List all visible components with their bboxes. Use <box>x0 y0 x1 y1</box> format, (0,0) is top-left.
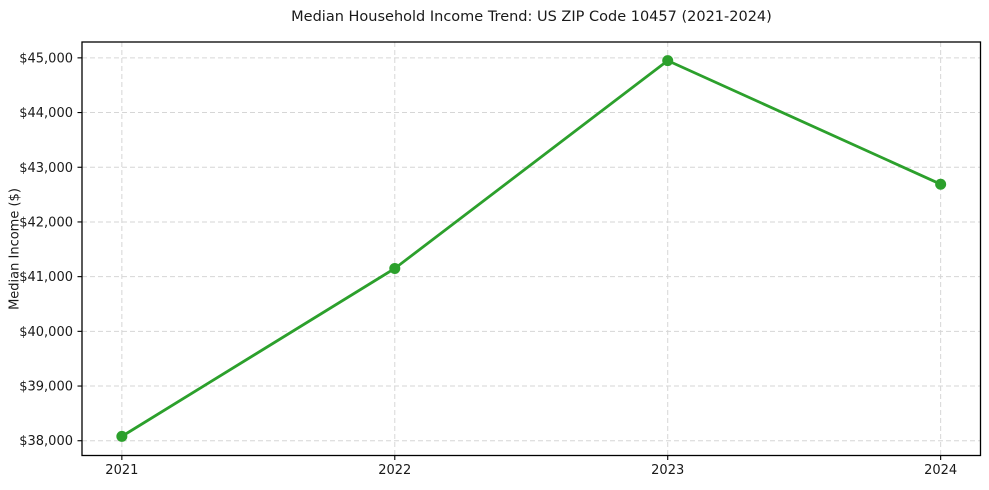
y-tick-label: $39,000 <box>19 380 73 395</box>
y-tick-label: $42,000 <box>19 215 73 230</box>
x-tick-label: 2021 <box>105 463 138 478</box>
data-point-marker <box>116 430 128 442</box>
y-tick-label: $43,000 <box>19 161 73 176</box>
data-point-marker <box>662 55 674 67</box>
x-tick-label: 2022 <box>378 463 411 478</box>
plot-border <box>81 41 982 457</box>
x-tick-label: 2023 <box>651 463 684 478</box>
chart-title: Median Household Income Trend: US ZIP Co… <box>291 9 772 25</box>
y-tick-label: $38,000 <box>19 434 73 449</box>
y-tick-label: $44,000 <box>19 106 73 121</box>
income-trend-line <box>120 59 943 438</box>
data-point-marker <box>935 178 947 190</box>
y-tick-label: $40,000 <box>19 325 73 340</box>
y-tick-label: $41,000 <box>19 270 73 285</box>
data-point-marker <box>389 262 401 274</box>
x-tick-label: 2024 <box>924 463 957 478</box>
y-tick-label: $45,000 <box>19 51 73 66</box>
